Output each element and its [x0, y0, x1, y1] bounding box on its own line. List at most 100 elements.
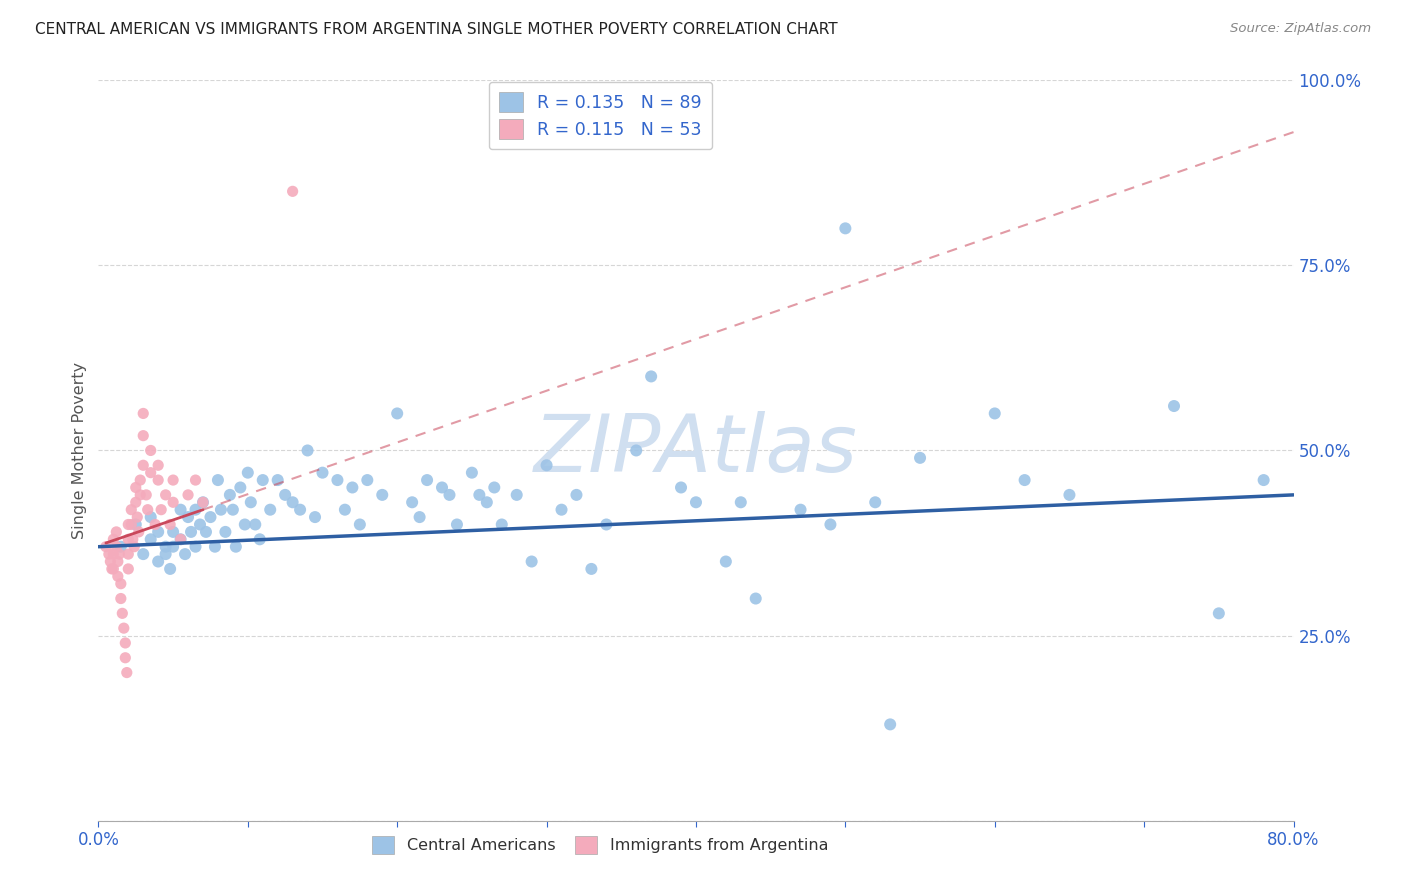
- Point: [162, 540, 184, 554]
- Point: [984, 407, 1007, 421]
- Point: [281, 495, 304, 509]
- Point: [108, 547, 131, 561]
- Point: [177, 510, 200, 524]
- Point: [120, 517, 142, 532]
- Point: [162, 473, 184, 487]
- Point: [342, 480, 364, 494]
- Point: [191, 495, 214, 509]
- Point: [184, 540, 207, 554]
- Point: [155, 540, 177, 554]
- Point: [121, 533, 143, 547]
- Point: [112, 621, 135, 635]
- Point: [115, 665, 138, 680]
- Point: [125, 517, 148, 532]
- Point: [326, 473, 349, 487]
- Point: [148, 458, 170, 473]
- Point: [249, 533, 271, 547]
- Point: [229, 480, 252, 494]
- Point: [236, 466, 259, 480]
- Point: [204, 540, 226, 554]
- Point: [371, 488, 394, 502]
- Point: [177, 488, 200, 502]
- Point: [245, 517, 267, 532]
- Point: [209, 502, 232, 516]
- Point: [468, 488, 491, 502]
- Point: [125, 480, 148, 494]
- Point: [139, 510, 162, 524]
- Point: [191, 495, 214, 509]
- Point: [136, 502, 159, 516]
- Point: [834, 221, 856, 235]
- Point: [159, 562, 181, 576]
- Point: [180, 524, 202, 539]
- Point: [288, 502, 311, 516]
- Point: [207, 473, 229, 487]
- Point: [94, 540, 117, 554]
- Point: [159, 517, 181, 532]
- Point: [105, 524, 128, 539]
- Point: [114, 636, 136, 650]
- Point: [155, 547, 177, 561]
- Point: [117, 517, 139, 532]
- Point: [820, 517, 842, 532]
- Point: [491, 517, 513, 532]
- Point: [267, 473, 290, 487]
- Point: [745, 591, 768, 606]
- Point: [439, 488, 461, 502]
- Point: [297, 443, 319, 458]
- Point: [259, 502, 281, 516]
- Point: [103, 562, 125, 576]
- Point: [304, 510, 326, 524]
- Point: [200, 510, 222, 524]
- Point: [640, 369, 662, 384]
- Point: [1163, 399, 1185, 413]
- Point: [685, 495, 707, 509]
- Y-axis label: Single Mother Poverty: Single Mother Poverty: [72, 362, 87, 539]
- Point: [581, 562, 603, 576]
- Point: [129, 488, 152, 502]
- Point: [506, 488, 529, 502]
- Point: [169, 502, 191, 516]
- Point: [416, 473, 439, 487]
- Point: [484, 480, 506, 494]
- Point: [107, 569, 129, 583]
- Legend: Central Americans, Immigrants from Argentina: Central Americans, Immigrants from Argen…: [366, 830, 835, 861]
- Point: [169, 533, 191, 547]
- Point: [162, 524, 184, 539]
- Point: [103, 533, 125, 547]
- Point: [117, 562, 139, 576]
- Point: [98, 555, 122, 569]
- Point: [714, 555, 737, 569]
- Point: [222, 502, 245, 516]
- Point: [626, 443, 648, 458]
- Point: [520, 555, 543, 569]
- Point: [139, 533, 162, 547]
- Point: [385, 407, 409, 421]
- Point: [162, 495, 184, 509]
- Point: [408, 510, 430, 524]
- Point: [356, 473, 378, 487]
- Point: [150, 502, 173, 516]
- Point: [349, 517, 371, 532]
- Point: [135, 488, 157, 502]
- Point: [103, 547, 125, 561]
- Point: [865, 495, 887, 509]
- Point: [252, 473, 274, 487]
- Point: [461, 466, 484, 480]
- Point: [143, 517, 166, 532]
- Point: [128, 524, 150, 539]
- Point: [1253, 473, 1275, 487]
- Point: [129, 473, 152, 487]
- Point: [1208, 607, 1230, 621]
- Point: [195, 524, 218, 539]
- Point: [188, 517, 211, 532]
- Point: [239, 495, 262, 509]
- Point: [174, 547, 197, 561]
- Point: [879, 717, 901, 731]
- Point: [132, 547, 155, 561]
- Text: Source: ZipAtlas.com: Source: ZipAtlas.com: [1230, 22, 1371, 36]
- Point: [1014, 473, 1036, 487]
- Point: [114, 650, 136, 665]
- Point: [148, 524, 170, 539]
- Point: [110, 576, 132, 591]
